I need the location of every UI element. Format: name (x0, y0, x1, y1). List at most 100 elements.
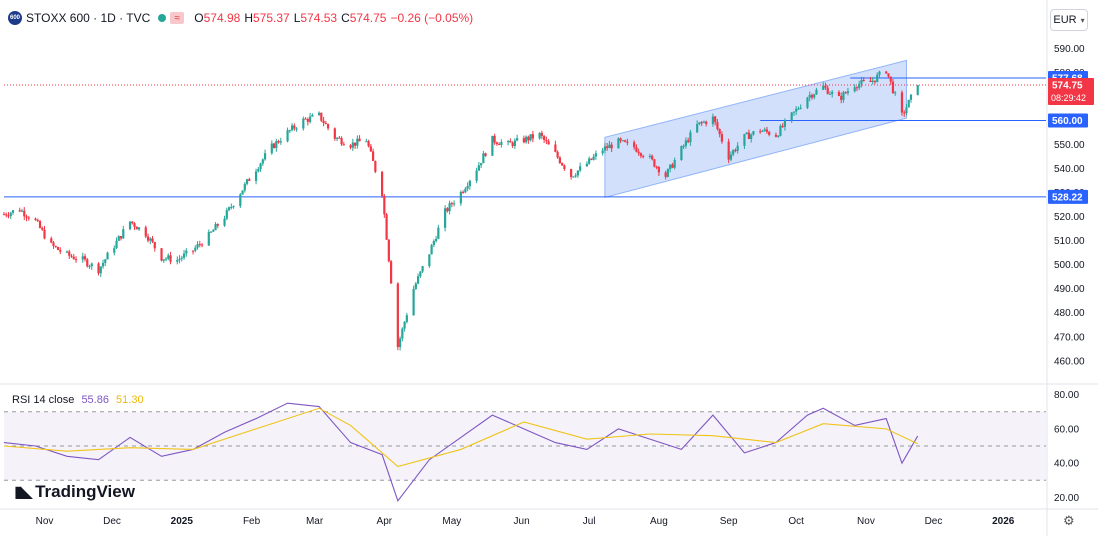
candle-body (729, 154, 733, 160)
candle-body (68, 251, 71, 256)
candle-body (601, 150, 604, 154)
candle-body (626, 141, 629, 143)
candle-body (272, 143, 276, 149)
candle-body (484, 153, 487, 156)
candle-body (72, 256, 75, 260)
candle-body (909, 94, 913, 100)
time-tick-label: 2026 (992, 516, 1015, 527)
candle-body (592, 156, 595, 160)
candle-body (783, 120, 787, 127)
candle-body (475, 170, 478, 181)
candle-body (853, 87, 856, 92)
candle-body (133, 223, 136, 227)
candle-body (538, 132, 541, 139)
candle-body (889, 76, 892, 82)
candle-body (576, 170, 579, 176)
candle-body (718, 129, 721, 135)
candle-body (335, 137, 339, 139)
candle-body (491, 135, 494, 156)
candle-body (317, 112, 321, 115)
candle-body (727, 141, 730, 160)
time-tick-label: Dec (925, 516, 943, 527)
candle-body (302, 118, 305, 129)
candle-body (621, 140, 624, 142)
candle-body (608, 144, 611, 149)
candle-body (180, 257, 183, 259)
candle-body (585, 163, 588, 167)
candle-body (128, 221, 132, 230)
candle-body (257, 169, 260, 172)
candle-body (657, 166, 661, 173)
close-label: C (341, 11, 350, 25)
candle-body (765, 129, 769, 132)
time-tick-label: 2025 (171, 516, 194, 527)
candle-body (146, 236, 150, 241)
candle-body (304, 118, 307, 120)
candle-body (464, 188, 467, 193)
candle-body (759, 131, 762, 133)
candle-body (453, 203, 456, 205)
candle-body (196, 244, 199, 248)
candle-body (619, 138, 622, 141)
candle-body (374, 160, 377, 172)
candle-body (637, 151, 640, 154)
candle-body (828, 93, 832, 95)
candle-body (736, 145, 739, 151)
candle-body (468, 180, 471, 187)
candle-body (36, 220, 39, 222)
candle-body (396, 283, 399, 348)
candle-body (545, 139, 548, 142)
candle-body (907, 99, 910, 108)
candle-body (270, 143, 273, 154)
candle-body (178, 258, 181, 260)
rsi-title[interactable]: RSI 14 close (12, 394, 75, 406)
candle-body (531, 134, 534, 139)
candle-body (81, 256, 84, 260)
tradingview-logo[interactable]: ▮◣ TradingView (14, 482, 135, 502)
candle-body (887, 73, 890, 77)
candle-body (747, 132, 751, 139)
time-tick-label: Dec (103, 516, 121, 527)
candle-body (777, 135, 780, 137)
candle-body (734, 150, 737, 152)
candle-body (511, 142, 514, 146)
candle-body (687, 140, 690, 143)
rsi-tick-label: 80.00 (1054, 390, 1079, 401)
candle-body (689, 132, 692, 143)
candle-body (810, 94, 814, 98)
close-value: 574.75 (349, 11, 387, 25)
time-tick-label: Feb (243, 516, 261, 527)
currency-button[interactable]: EUR ▾ (1050, 9, 1088, 31)
gear-icon[interactable]: ⚙ (1063, 513, 1075, 528)
candle-body (403, 321, 406, 329)
candle-body (41, 227, 44, 230)
candle-body (405, 315, 408, 322)
symbol-title[interactable]: STOXX 600 · 1D · TVC (26, 11, 151, 25)
candle-body (5, 214, 8, 216)
candle-body (624, 140, 627, 142)
candle-body (705, 121, 708, 124)
candle-body (117, 236, 120, 241)
time-tick-label: Aug (650, 516, 668, 527)
candle-body (799, 107, 802, 109)
candle-body (522, 138, 525, 143)
time-tick-label: Jun (514, 516, 530, 527)
candle-body (245, 179, 249, 184)
candle-body (437, 227, 440, 239)
candle-body (239, 194, 242, 207)
price-tick-label: 510.00 (1054, 236, 1085, 247)
candle-body (371, 151, 375, 161)
candle-body (353, 142, 357, 146)
wave-icon[interactable]: ≈ (170, 12, 185, 24)
candle-body (529, 134, 532, 141)
candle-body (416, 276, 420, 284)
candle-body (398, 338, 402, 348)
candle-body (653, 159, 656, 167)
candle-body (500, 141, 503, 145)
candle-body (547, 141, 550, 145)
price-tick-label: 460.00 (1054, 356, 1085, 367)
candle-body (862, 80, 865, 82)
candle-body (846, 91, 850, 94)
